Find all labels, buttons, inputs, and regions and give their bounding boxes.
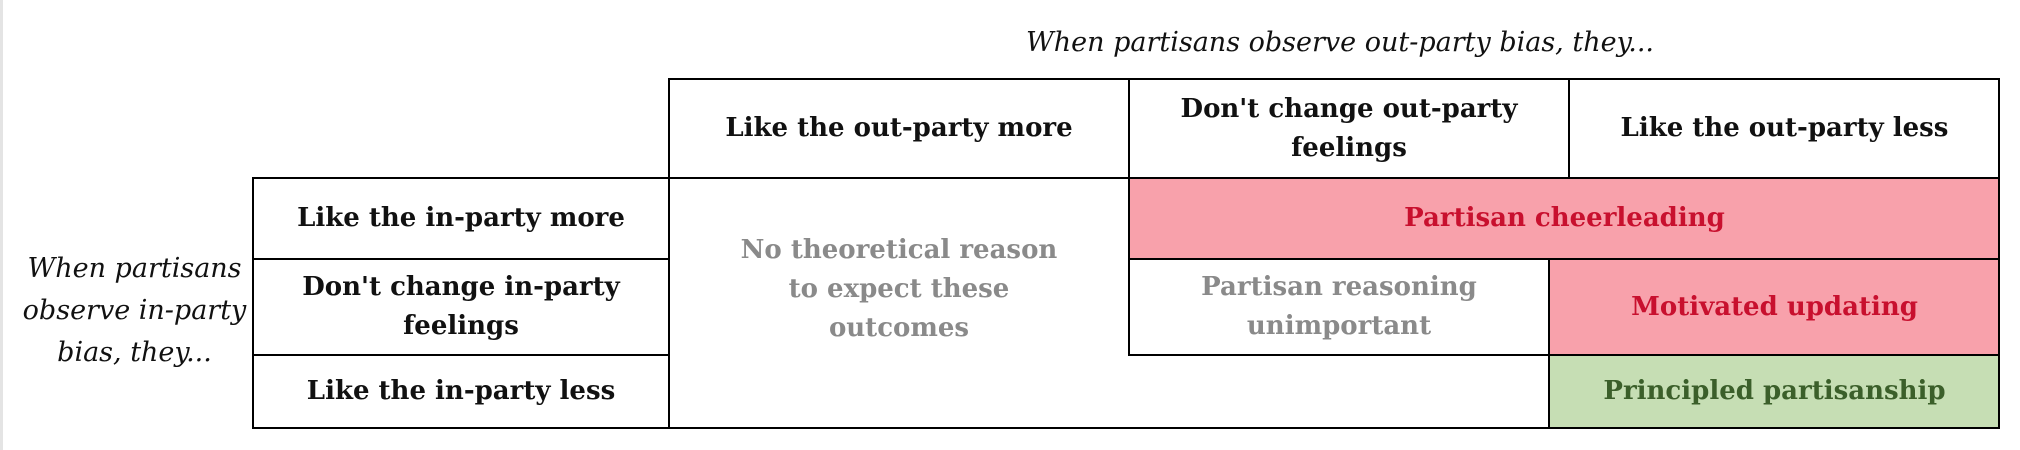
partisan-reasoning-unimportant-cell: Partisan reasoning unimportant [1201, 272, 1477, 341]
grid-line [1998, 78, 2000, 429]
grid-line [1129, 258, 2000, 260]
page-edge [0, 0, 3, 450]
motivated-updating-cell: Motivated updating [1549, 259, 2000, 355]
grid-line [253, 258, 669, 260]
partisan-cheerleading-cell: Partisan cheerleading [1129, 178, 2000, 259]
col-header-out-party-more: Like the out-party more [725, 113, 1073, 143]
left-caption: When partisans observe in-party bias, th… [22, 253, 247, 368]
grid-line [253, 177, 2000, 179]
grid-line [668, 78, 670, 429]
grid-line [1568, 78, 1570, 178]
grid-line [252, 177, 254, 429]
col-header-out-party-less: Like the out-party less [1620, 113, 1949, 143]
row-header-in-party-less: Like the in-party less [306, 376, 616, 406]
grid-line [1128, 78, 1130, 356]
row-header-in-party-more: Like the in-party more [297, 203, 625, 233]
grid-line [1548, 258, 1550, 429]
no-theoretical-reason-cell: No theoretical reason to expect these ou… [740, 234, 1058, 343]
principled-partisanship-cell: Principled partisanship [1549, 355, 2000, 428]
grid-line [1129, 354, 2000, 356]
col-header-out-party-no-change: Don't change out-party feelings [1180, 93, 1518, 163]
grid-line [669, 78, 2000, 80]
top-caption: When partisans observe out-party bias, t… [1025, 27, 1654, 58]
row-header-in-party-no-change: Don't change in-party feelings [302, 272, 620, 341]
grid-line [253, 427, 2000, 429]
grid-line [253, 354, 669, 356]
